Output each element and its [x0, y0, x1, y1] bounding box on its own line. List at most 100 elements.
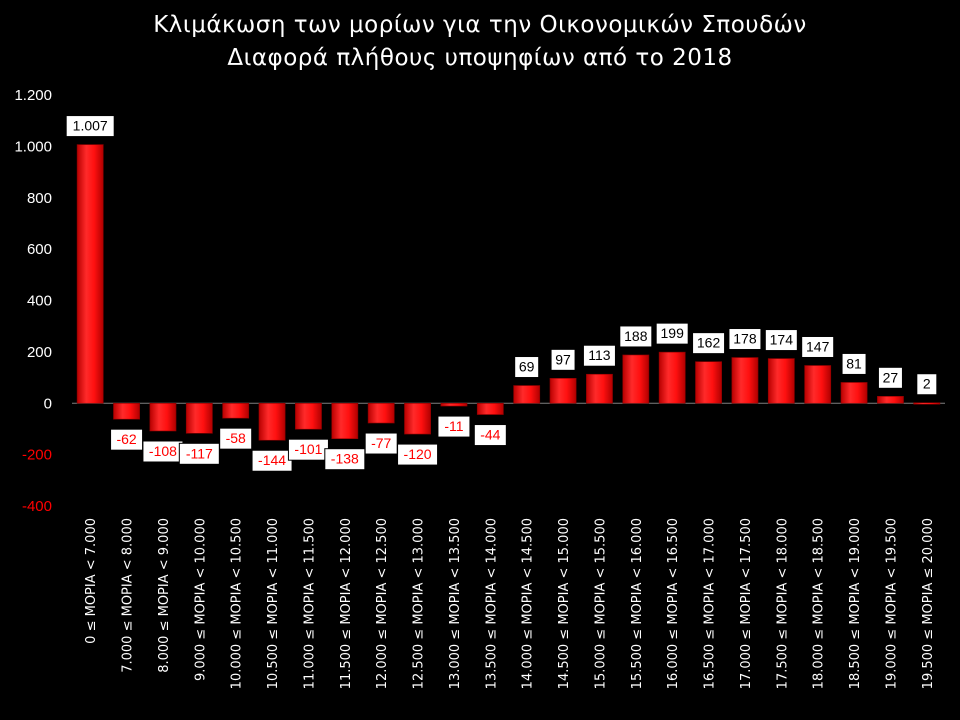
- data-label-text: -101: [294, 441, 322, 457]
- data-label: -120: [397, 443, 439, 466]
- data-label-text: -117: [186, 445, 213, 461]
- data-label-text: -138: [331, 451, 359, 467]
- chart-subtitle: Διαφορά πλήθους υποψηφίων από το 2018: [227, 45, 733, 71]
- bar: [549, 378, 577, 404]
- data-label: -117: [178, 442, 220, 465]
- x-tick-label: 10.000 ≤ ΜΟΡΙΑ < 10.500: [230, 518, 245, 689]
- x-tick-label: 18.000 ≤ ΜΟΡΙΑ < 18.500: [812, 518, 827, 689]
- chart-title: Κλιμάκωση των μορίων για την Οικονομικών…: [153, 12, 807, 38]
- x-tick-label: 19.000 ≤ ΜΟΡΙΑ < 19.500: [884, 518, 899, 689]
- data-label-box: [801, 335, 835, 358]
- y-tick-label: 800: [27, 190, 52, 207]
- data-label-text: 1.007: [73, 118, 108, 134]
- bar: [149, 402, 177, 432]
- data-label-text: -77: [371, 435, 391, 451]
- x-tick-label: 14.000 ≤ ΜΟΡΙΑ < 14.500: [521, 518, 536, 689]
- bar: [695, 361, 722, 404]
- data-label-box: [324, 448, 366, 471]
- bar: [222, 402, 250, 419]
- bar: [295, 402, 322, 430]
- bar: [877, 396, 904, 404]
- y-tick-label: -400: [22, 498, 52, 515]
- data-label-text: -44: [480, 427, 500, 443]
- data-label: 162: [692, 332, 726, 355]
- data-label: 188: [619, 325, 653, 348]
- data-label-text: 27: [883, 369, 899, 385]
- data-label-box: [764, 329, 798, 352]
- data-label-text: 2: [923, 376, 931, 392]
- bar: [367, 402, 395, 424]
- data-labels: 1.007 -62 -108 -117 -58 -144 -101 -138 -77 -120 -1…: [65, 115, 938, 472]
- bar: [731, 357, 759, 404]
- bar: [476, 402, 504, 415]
- y-tick-label: 1.000: [14, 138, 52, 155]
- x-tick-label: 7.000 ≤ ΜΟΡΙΑ < 8.000: [121, 518, 136, 673]
- data-label-box: [582, 344, 616, 367]
- data-label: 69: [514, 356, 540, 379]
- data-label: 178: [728, 328, 762, 351]
- data-label-box: [655, 322, 689, 345]
- bar: [913, 402, 941, 405]
- data-label-box: [65, 115, 115, 138]
- bar: [840, 382, 868, 404]
- y-tick-labels: 1.200 1.000 800 600 400 200 0 -200 -400: [14, 87, 52, 515]
- bar: [804, 365, 832, 404]
- x-tick-label: 12.000 ≤ ΜΟΡΙΑ < 12.500: [375, 518, 390, 689]
- data-label-text: -58: [226, 430, 246, 446]
- x-tick-label: 15.000 ≤ ΜΟΡΙΑ < 15.500: [593, 518, 608, 689]
- y-tick-label: 0: [44, 395, 52, 412]
- bar: [258, 402, 286, 441]
- data-label-text: 188: [624, 328, 648, 344]
- data-label-text: 199: [661, 325, 685, 341]
- data-label-text: -11: [444, 418, 463, 434]
- x-tick-label: 10.500 ≤ ΜΟΡΙΑ < 11.000: [266, 518, 281, 689]
- data-label-text: 113: [588, 347, 611, 363]
- data-label: -11: [437, 415, 471, 438]
- data-label-box: [437, 415, 471, 438]
- data-label-box: [110, 428, 144, 451]
- x-tick-label: 11.500 ≤ ΜΟΡΙΑ < 12.000: [339, 518, 354, 689]
- data-label: -77: [364, 432, 398, 455]
- x-tick-label: 11.000 ≤ ΜΟΡΙΑ < 11.500: [302, 518, 317, 689]
- bar: [513, 385, 541, 404]
- data-label-box: [728, 328, 762, 351]
- data-label-box: [841, 352, 867, 375]
- data-label-text: 178: [733, 331, 757, 347]
- data-label-text: 81: [846, 355, 862, 371]
- x-tick-label: 13.000 ≤ ΜΟΡΙΑ < 13.500: [448, 518, 463, 689]
- bar: [331, 402, 359, 439]
- x-tick-label: 15.500 ≤ ΜΟΡΙΑ < 16.000: [630, 518, 645, 689]
- data-label: -144: [251, 449, 293, 472]
- data-label: 27: [877, 366, 903, 389]
- data-label-box: [916, 373, 938, 396]
- bar: [586, 373, 613, 404]
- data-label: 81: [841, 352, 867, 375]
- data-label-box: [364, 432, 398, 455]
- x-tick-label: 19.500 ≤ ΜΟΡΙΑ ≤ 20.000: [921, 518, 936, 689]
- data-label-box: [251, 449, 293, 472]
- data-label-box: [514, 356, 540, 379]
- data-label-text: -62: [116, 431, 136, 447]
- data-label: 199: [655, 322, 689, 345]
- data-label: -58: [219, 427, 253, 450]
- bars: [76, 144, 941, 441]
- data-label-box: [178, 442, 220, 465]
- x-tick-label: 16.000 ≤ ΜΟΡΙΑ < 16.500: [666, 518, 681, 689]
- bar: [404, 402, 431, 435]
- bar: [185, 402, 213, 434]
- data-label: -44: [473, 424, 507, 447]
- data-label-text: 162: [697, 335, 721, 351]
- data-label-box: [692, 332, 726, 355]
- data-label-box: [619, 325, 653, 348]
- data-label-box: [219, 427, 253, 450]
- data-label-text: -120: [404, 446, 432, 462]
- data-label-box: [473, 424, 507, 447]
- bar: [113, 402, 140, 420]
- x-tick-labels: 0 ≤ ΜΟΡΙΑ < 7.000 7.000 ≤ ΜΟΡΙΑ < 8.000 8.…: [84, 518, 936, 689]
- data-label: -138: [324, 448, 366, 471]
- y-tick-label: 1.200: [14, 87, 52, 104]
- data-label-text: -108: [149, 443, 177, 459]
- x-tick-label: 12.500 ≤ ΜΟΡΙΑ < 13.000: [412, 518, 427, 689]
